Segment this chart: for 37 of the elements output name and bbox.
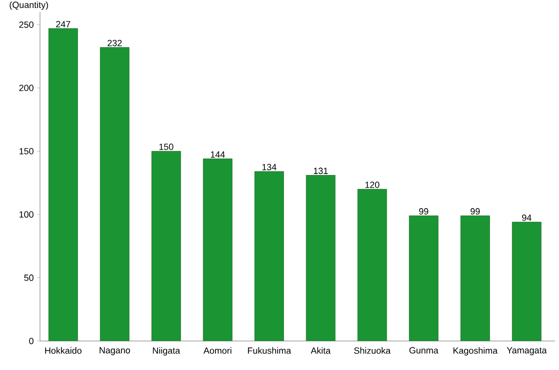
y-tick-label: 150 — [20, 148, 34, 154]
bar — [202, 158, 232, 341]
x-tick-label: Niigata — [152, 347, 180, 356]
bar — [408, 216, 438, 341]
y-tick-label: 0 — [29, 338, 34, 344]
x-tick-label: Yamagata — [506, 347, 547, 356]
data-label: 99 — [419, 208, 428, 215]
x-tick-label: Aomori — [203, 347, 232, 354]
data-label: 131 — [314, 168, 328, 174]
y-axis-title: (Quantity) — [10, 1, 48, 10]
bar — [460, 216, 490, 341]
bar — [306, 175, 336, 341]
data-label: 99 — [470, 208, 480, 215]
bar — [48, 28, 78, 341]
data-label: 247 — [56, 20, 70, 28]
x-tick-label: Kagoshima — [453, 347, 498, 356]
x-tick-label: Shizuoka — [354, 347, 391, 354]
x-tick-label: Nagano — [100, 347, 130, 356]
data-label: 144 — [210, 151, 225, 158]
y-tick-label: 100 — [20, 211, 34, 218]
data-label: 232 — [108, 40, 122, 46]
y-tick-label: 250 — [19, 21, 34, 28]
bar — [254, 171, 284, 341]
bar — [100, 47, 130, 341]
x-tick-label: Hokkaido — [45, 347, 82, 354]
x-tick-label: Akita — [310, 347, 331, 354]
data-label: 134 — [262, 164, 276, 170]
x-tick-label: Fukushima — [248, 347, 292, 354]
bar — [151, 150, 181, 341]
data-label: 120 — [365, 182, 380, 188]
y-tick-label: 50 — [24, 274, 34, 281]
bar — [357, 188, 387, 341]
x-tick-label: Gunma — [409, 347, 438, 354]
data-label: 150 — [159, 144, 174, 150]
y-tick-label: 200 — [19, 84, 34, 92]
bar — [512, 222, 542, 341]
data-label: 94 — [522, 214, 532, 221]
